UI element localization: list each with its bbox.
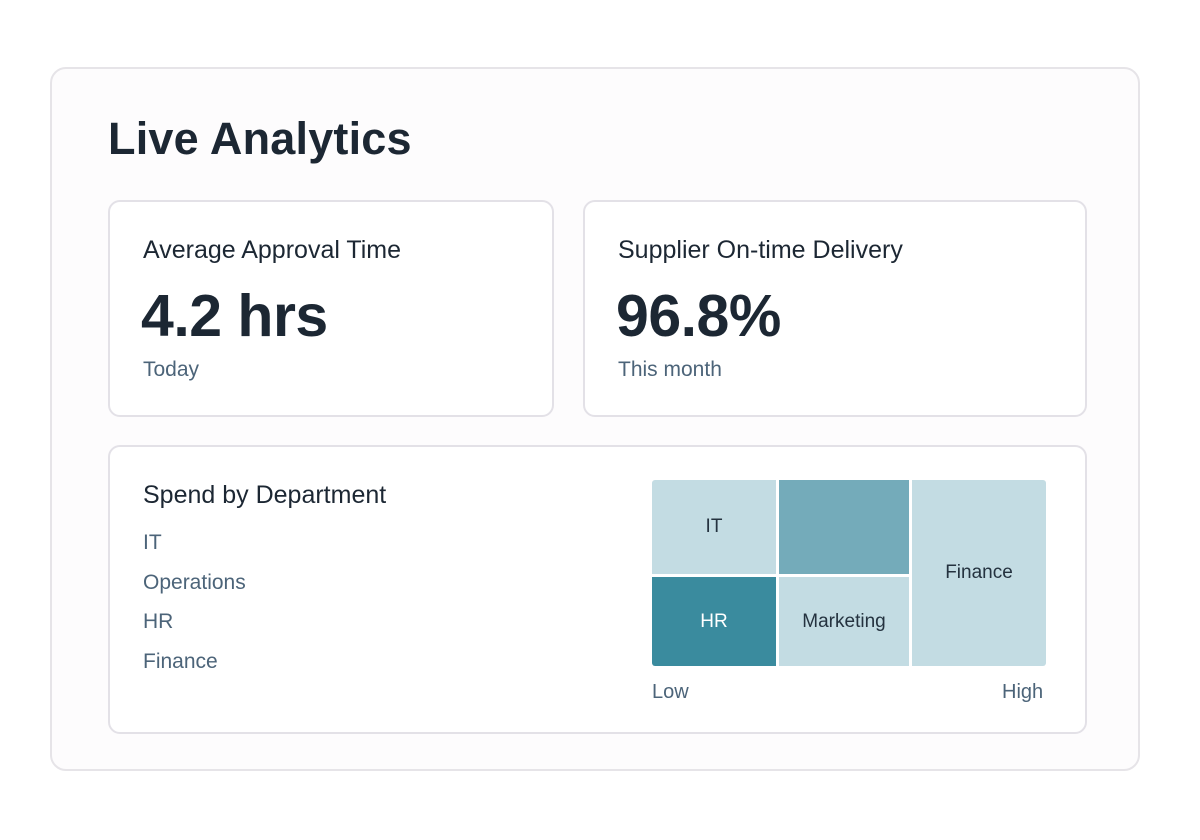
tile-marketing[interactable]: Marketing — [779, 577, 909, 666]
kpi-label: Supplier On-time Delivery — [618, 236, 903, 264]
scale-low-label: Low — [652, 681, 689, 703]
tile-hr[interactable]: HR — [652, 577, 776, 666]
legend-item-finance: Finance — [143, 649, 218, 673]
legend-item-it: IT — [143, 531, 162, 554]
legend-item-hr: HR — [143, 610, 174, 633]
department-legend: IT Operations HR Finance — [143, 531, 246, 689]
live-analytics-panel: Live Analytics Average Approval Time 4.2… — [50, 67, 1140, 771]
kpi-period: This month — [618, 358, 722, 381]
page-title: Live Analytics — [108, 113, 412, 164]
legend-item-operations: Operations — [143, 570, 246, 594]
kpi-label: Average Approval Time — [143, 236, 402, 264]
kpi-period: Today — [143, 358, 200, 381]
kpi-card-approval-time[interactable]: Average Approval Time 4.2 hrs Today — [108, 200, 554, 417]
tile-finance[interactable]: Finance — [912, 480, 1046, 666]
kpi-value: 96.8% — [616, 283, 781, 349]
spend-by-department-card: Spend by Department IT Operations HR Fin… — [108, 445, 1087, 734]
tile-it[interactable]: IT — [652, 480, 776, 574]
chart-title: Spend by Department — [143, 481, 387, 509]
scale-high-label: High — [1002, 681, 1044, 703]
kpi-card-on-time-delivery[interactable]: Supplier On-time Delivery 96.8% This mon… — [583, 200, 1087, 417]
kpi-value: 4.2 hrs — [141, 283, 328, 349]
tile-unlabeled[interactable] — [779, 480, 909, 574]
department-treemap: IT Finance HR Marketing — [652, 480, 1046, 666]
